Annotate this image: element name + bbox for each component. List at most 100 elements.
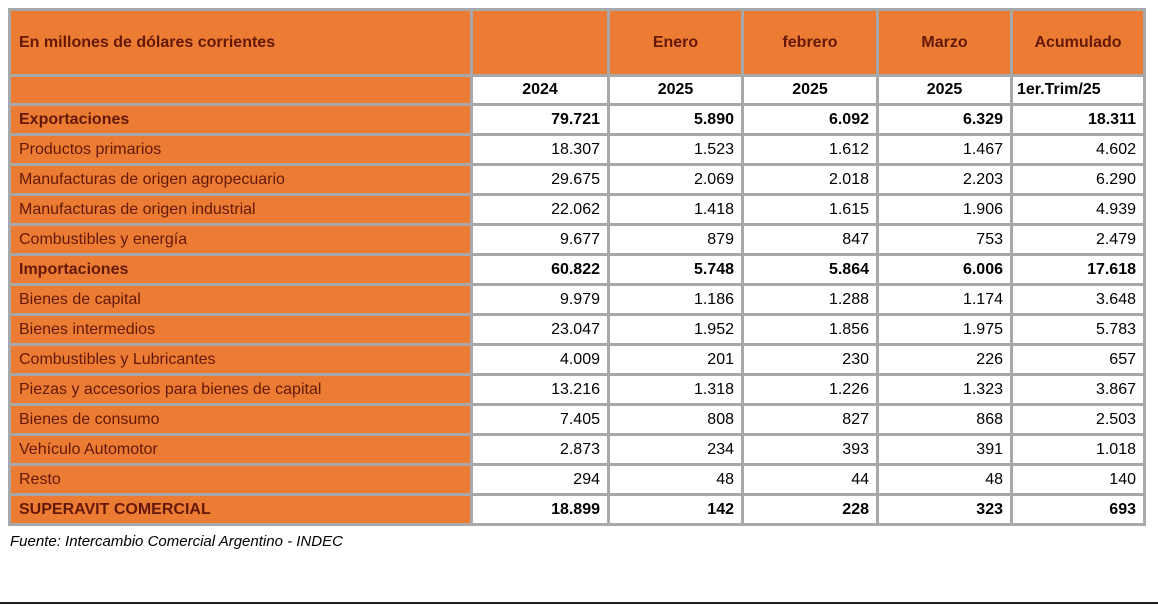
row-label: Combustibles y energía — [8, 223, 473, 256]
value-cell: 2.203 — [876, 163, 1013, 196]
value-cell: 391 — [876, 433, 1013, 466]
value-cell: 230 — [741, 343, 879, 376]
value-cell: 4.009 — [470, 343, 610, 376]
table-row: Productos primarios 18.307 1.523 1.612 1.467… — [8, 133, 1146, 166]
value-cell: 657 — [1010, 343, 1146, 376]
value-cell: 6.290 — [1010, 163, 1146, 196]
row-label: Bienes intermedios — [8, 313, 473, 346]
table-row: Piezas y accesorios para bienes de capit… — [8, 373, 1146, 406]
period-header-2025-marzo: 2025 — [876, 74, 1013, 106]
period-header-trim: 1er.Trim/25 — [1010, 74, 1146, 106]
row-label: Resto — [8, 463, 473, 496]
value-cell: 1.467 — [876, 133, 1013, 166]
bottom-rule — [0, 602, 1158, 604]
row-label: Bienes de consumo — [8, 403, 473, 436]
value-cell: 3.867 — [1010, 373, 1146, 406]
table-row: Bienes intermedios 23.047 1.952 1.856 1.975 5… — [8, 313, 1146, 346]
value-cell: 1.288 — [741, 283, 879, 316]
value-cell: 868 — [876, 403, 1013, 436]
value-cell: 2.873 — [470, 433, 610, 466]
value-cell: 4.939 — [1010, 193, 1146, 226]
row-label: Manufacturas de origen industrial — [8, 193, 473, 226]
value-cell: 847 — [741, 223, 879, 256]
value-cell: 48 — [876, 463, 1013, 496]
empty-label-cell — [8, 74, 473, 106]
value-cell: 7.405 — [470, 403, 610, 436]
value-cell: 3.648 — [1010, 283, 1146, 316]
value-cell: 23.047 — [470, 313, 610, 346]
table-row: Manufacturas de origen agropecuario 29.67… — [8, 163, 1146, 196]
table-row: Vehículo Automotor 2.873 234 393 391 1.018 — [8, 433, 1146, 466]
value-cell: 22.062 — [470, 193, 610, 226]
table-row: Combustibles y energía 9.677 879 847 753 2.47… — [8, 223, 1146, 256]
value-cell: 60.822 — [470, 253, 610, 286]
value-cell: 18.307 — [470, 133, 610, 166]
table-row: Exportaciones 79.721 5.890 6.092 6.329 18.311 — [8, 103, 1146, 136]
value-cell: 1.523 — [607, 133, 744, 166]
value-cell: 18.899 — [470, 493, 610, 526]
row-label: Productos primarios — [8, 133, 473, 166]
month-header-row: En millones de dólares corrientes Enero … — [8, 8, 1146, 77]
value-cell: 1.615 — [741, 193, 879, 226]
value-cell: 753 — [876, 223, 1013, 256]
table-row: SUPERAVIT COMERCIAL 18.899 142 228 323 693 — [8, 493, 1146, 526]
row-label: Combustibles y Lubricantes — [8, 343, 473, 376]
value-cell: 201 — [607, 343, 744, 376]
value-cell: 1.226 — [741, 373, 879, 406]
table-title: En millones de dólares corrientes — [8, 8, 473, 77]
trade-table: En millones de dólares corrientes Enero … — [8, 8, 1146, 526]
value-cell: 29.675 — [470, 163, 610, 196]
value-cell: 1.612 — [741, 133, 879, 166]
value-cell: 9.979 — [470, 283, 610, 316]
value-cell: 226 — [876, 343, 1013, 376]
value-cell: 13.216 — [470, 373, 610, 406]
table-row: Combustibles y Lubricantes 4.009 201 230 226… — [8, 343, 1146, 376]
value-cell: 48 — [607, 463, 744, 496]
row-label: Importaciones — [8, 253, 473, 286]
value-cell: 228 — [741, 493, 879, 526]
row-label: Piezas y accesorios para bienes de capit… — [8, 373, 473, 406]
value-cell: 294 — [470, 463, 610, 496]
value-cell: 44 — [741, 463, 879, 496]
value-cell: 2.479 — [1010, 223, 1146, 256]
value-cell: 5.783 — [1010, 313, 1146, 346]
value-cell: 5.864 — [741, 253, 879, 286]
row-label: Vehículo Automotor — [8, 433, 473, 466]
month-header-febrero: febrero — [741, 8, 879, 77]
table-row: Importaciones 60.822 5.748 5.864 6.006 17.618 — [8, 253, 1146, 286]
value-cell: 1.318 — [607, 373, 744, 406]
table-body: Exportaciones 79.721 5.890 6.092 6.329 18.311… — [8, 103, 1146, 526]
value-cell: 808 — [607, 403, 744, 436]
value-cell: 6.329 — [876, 103, 1013, 136]
table-row: Manufacturas de origen industrial 22.062 1… — [8, 193, 1146, 226]
period-header-row: 2024 2025 2025 2025 1er.Trim/25 — [8, 74, 1146, 106]
period-header-2025-enero: 2025 — [607, 74, 744, 106]
value-cell: 234 — [607, 433, 744, 466]
row-label: Manufacturas de origen agropecuario — [8, 163, 473, 196]
value-cell: 1.856 — [741, 313, 879, 346]
value-cell: 693 — [1010, 493, 1146, 526]
value-cell: 2.018 — [741, 163, 879, 196]
period-header-2025-febrero: 2025 — [741, 74, 879, 106]
value-cell: 323 — [876, 493, 1013, 526]
value-cell: 1.018 — [1010, 433, 1146, 466]
value-cell: 9.677 — [470, 223, 610, 256]
value-cell: 393 — [741, 433, 879, 466]
value-cell: 6.006 — [876, 253, 1013, 286]
value-cell: 1.952 — [607, 313, 744, 346]
value-cell: 17.618 — [1010, 253, 1146, 286]
month-header-marzo: Marzo — [876, 8, 1013, 77]
value-cell: 1.906 — [876, 193, 1013, 226]
value-cell: 1.323 — [876, 373, 1013, 406]
value-cell: 1.186 — [607, 283, 744, 316]
period-header-2024: 2024 — [470, 74, 610, 106]
value-cell: 4.602 — [1010, 133, 1146, 166]
value-cell: 5.890 — [607, 103, 744, 136]
value-cell: 79.721 — [470, 103, 610, 136]
page: En millones de dólares corrientes Enero … — [8, 8, 1146, 550]
row-label: Bienes de capital — [8, 283, 473, 316]
value-cell: 6.092 — [741, 103, 879, 136]
value-cell: 827 — [741, 403, 879, 436]
value-cell: 879 — [607, 223, 744, 256]
table-row: Bienes de capital 9.979 1.186 1.288 1.174 3.6… — [8, 283, 1146, 316]
